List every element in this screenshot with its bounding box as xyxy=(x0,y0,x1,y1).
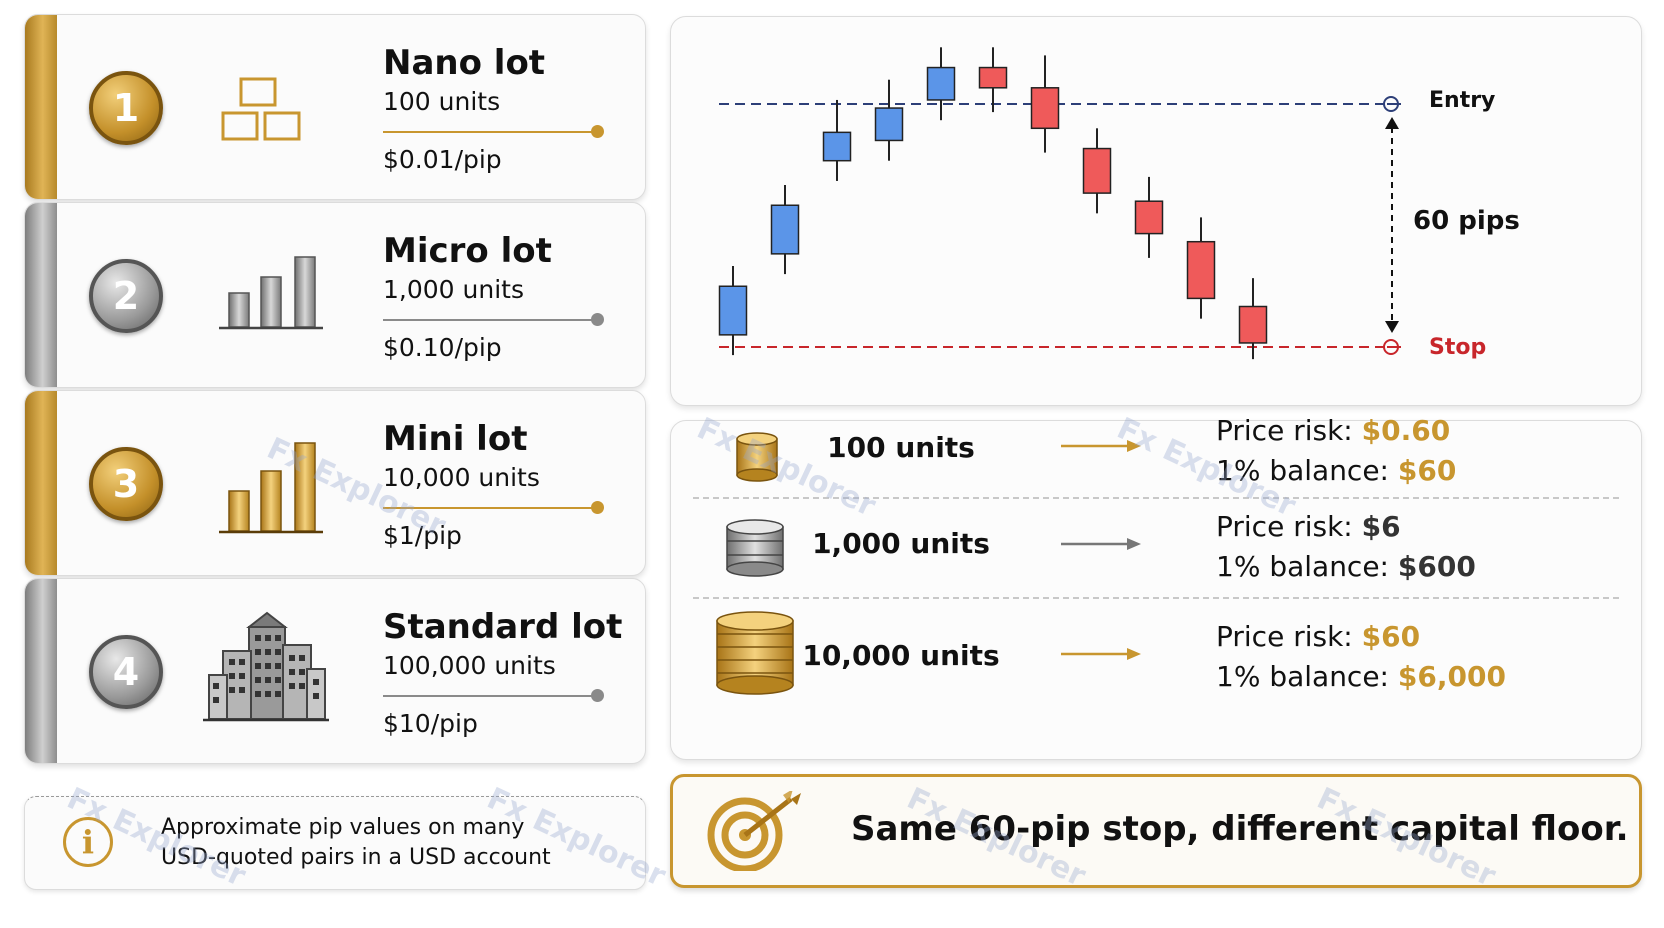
bullish-candle xyxy=(874,107,904,142)
lot-title: Mini lot xyxy=(383,419,528,459)
summary-banner: Same 60-pip stop, different capital floo… xyxy=(670,774,1642,888)
pip-value: $10/pip xyxy=(383,709,478,738)
divider-dot xyxy=(591,313,604,326)
accent-bar xyxy=(25,203,57,387)
lot-card-nano: 1 Nano lot 100 units $0.01/pip xyxy=(24,14,646,200)
lot-title: Micro lot xyxy=(383,231,552,271)
bullish-candle xyxy=(718,285,748,336)
info-icon: i xyxy=(63,817,113,867)
number-badge: 4 xyxy=(89,635,163,709)
number-badge: 3 xyxy=(89,447,163,521)
right-arrow-icon xyxy=(1061,538,1141,550)
units-label: 1,000 units xyxy=(812,527,990,560)
target-arrow-icon xyxy=(707,791,801,871)
stop-marker xyxy=(1383,339,1399,355)
accent-bar xyxy=(25,15,57,199)
right-arrow-icon xyxy=(1061,648,1141,660)
candlestick-chart-panel: Entry Stop 60 pips xyxy=(670,16,1642,406)
price-risk-value: $0.60 xyxy=(1361,414,1451,447)
risk-row: 10,000 units Price risk: $60 1% balance:… xyxy=(671,611,1641,717)
risk-comparison-panel: 100 units Price risk: $0.60 1% balance: … xyxy=(670,414,1642,760)
divider-line xyxy=(383,319,597,321)
pip-value-note: i Approximate pip values on many USD-quo… xyxy=(24,796,646,890)
note-line-2: USD-quoted pairs in a USD account xyxy=(161,845,551,870)
balance-label: 1% balance: xyxy=(1216,550,1389,583)
office-buildings-icon xyxy=(203,611,329,722)
risk-row: 1,000 units Price risk: $6 1% balance: $… xyxy=(671,510,1641,617)
lot-units: 10,000 units xyxy=(383,463,540,492)
balance-label: 1% balance: xyxy=(1216,454,1389,487)
lot-units: 100 units xyxy=(383,87,501,116)
price-risk-value: $6 xyxy=(1361,510,1401,543)
divider-dot xyxy=(591,501,604,514)
lot-title: Standard lot xyxy=(383,607,623,647)
lot-card-standard: 4 Standard lot 100,000 units $10/pip xyxy=(24,578,646,764)
bearish-candle xyxy=(1082,147,1112,194)
units-label: 100 units xyxy=(827,431,975,464)
bearish-candle xyxy=(1238,305,1268,344)
risk-row: 100 units Price risk: $0.60 1% balance: … xyxy=(671,414,1641,521)
arrow-down-head xyxy=(1385,321,1399,333)
arrow-up-head xyxy=(1385,117,1399,129)
pip-value: $0.10/pip xyxy=(383,333,502,362)
balance-value: $6,000 xyxy=(1397,660,1506,693)
units-label: 10,000 units xyxy=(802,639,1000,672)
small-boxes-icon xyxy=(221,77,301,141)
balance-value: $60 xyxy=(1397,454,1457,487)
bullish-candle xyxy=(926,66,956,101)
price-risk-value: $60 xyxy=(1361,620,1421,653)
silver-coin-stack-icon xyxy=(726,519,784,577)
divider-line xyxy=(383,507,597,509)
bullish-candle xyxy=(770,204,800,255)
bullish-candle xyxy=(822,131,852,162)
balance-value: $600 xyxy=(1397,550,1476,583)
bearish-candle xyxy=(1186,240,1216,300)
price-risk-label: Price risk: xyxy=(1216,414,1353,447)
pip-value: $1/pip xyxy=(383,521,462,550)
gold-coin-stack-icon xyxy=(716,611,794,695)
lot-title: Nano lot xyxy=(383,43,546,83)
risk-values: Price risk: $0.60 1% balance: $60 xyxy=(1216,411,1456,491)
lot-card-micro: 2 Micro lot 1,000 units $0.10/pip xyxy=(24,202,646,388)
accent-bar xyxy=(25,579,57,763)
stop-label: Stop xyxy=(1429,335,1486,360)
row-separator xyxy=(693,597,1619,599)
number-badge: 2 xyxy=(89,259,163,333)
gold-coin-icon xyxy=(736,432,778,482)
risk-values: Price risk: $60 1% balance: $6,000 xyxy=(1216,617,1506,697)
bearish-candle xyxy=(978,66,1008,89)
divider-dot xyxy=(591,125,604,138)
pips-label: 60 pips xyxy=(1413,206,1520,236)
bearish-candle xyxy=(1134,200,1164,235)
accent-bar xyxy=(25,391,57,575)
candlestick-chart: Entry Stop 60 pips xyxy=(718,47,1520,360)
lot-units: 100,000 units xyxy=(383,651,556,680)
number-badge: 1 xyxy=(89,71,163,145)
right-arrow-icon xyxy=(1061,440,1141,452)
silver-bars-icon xyxy=(219,256,323,330)
price-risk-label: Price risk: xyxy=(1216,620,1353,653)
balance-label: 1% balance: xyxy=(1216,660,1389,693)
divider-line xyxy=(383,131,597,133)
bearish-candle xyxy=(1030,87,1060,130)
price-risk-label: Price risk: xyxy=(1216,510,1353,543)
entry-marker xyxy=(1383,96,1399,112)
pip-value: $0.01/pip xyxy=(383,145,502,174)
lot-units: 1,000 units xyxy=(383,275,524,304)
summary-text: Same 60-pip stop, different capital floo… xyxy=(851,809,1629,849)
risk-values: Price risk: $6 1% balance: $600 xyxy=(1216,507,1476,587)
gold-bars-icon xyxy=(219,442,323,534)
divider-line xyxy=(383,695,597,697)
row-separator xyxy=(693,497,1619,499)
entry-label: Entry xyxy=(1429,88,1495,113)
divider-dot xyxy=(591,689,604,702)
note-text: Approximate pip values on many USD-quote… xyxy=(161,813,551,873)
lot-card-mini: 3 Mini lot 10,000 units $1/pip xyxy=(24,390,646,576)
note-line-1: Approximate pip values on many xyxy=(161,815,525,840)
